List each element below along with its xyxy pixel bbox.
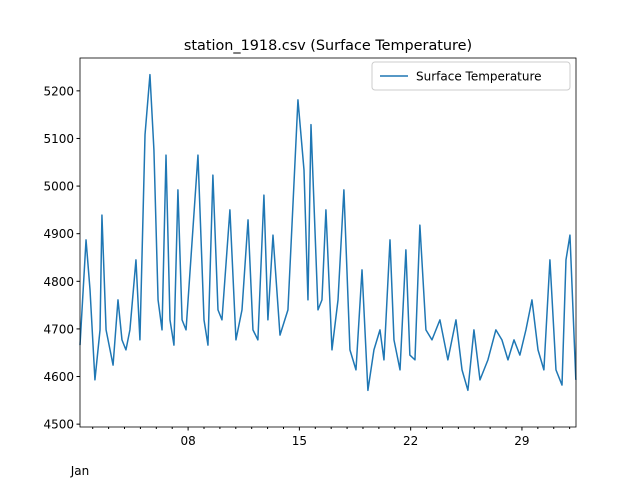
y-tick-label: 5100 [43,132,74,146]
legend-label: Surface Temperature [416,70,542,84]
x-tick-label: 29 [514,434,529,448]
y-tick-label: 4800 [43,275,74,289]
y-tick-label: 5000 [43,180,74,194]
y-tick-label: 4900 [43,227,74,241]
x-axis-label: Jan [70,464,90,478]
chart-title: station_1918.csv (Surface Temperature) [184,38,472,54]
line-series [79,73,577,392]
legend-box [371,61,571,91]
x-tick-label: 15 [292,434,307,448]
x-tick-label: 22 [403,434,418,448]
y-tick-label: 4500 [43,418,74,432]
x-tick-label: 08 [180,434,195,448]
y-tick-label: 4600 [43,370,74,384]
y-tick-label: 5200 [43,84,74,98]
y-tick-label: 4700 [43,322,74,336]
axes-frame [79,57,577,428]
